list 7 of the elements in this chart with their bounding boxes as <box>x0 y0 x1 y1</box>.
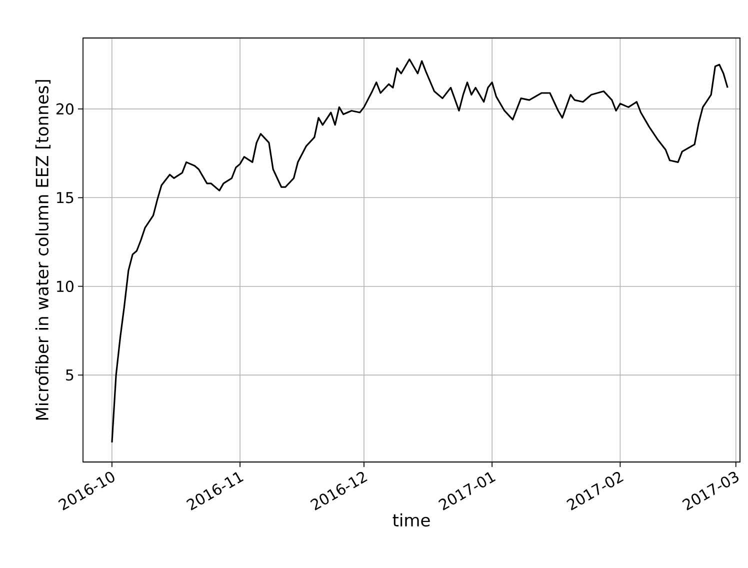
y-tick-label: 10 <box>57 280 74 292</box>
y-tick-label: 5 <box>66 369 74 381</box>
line-series <box>111 58 728 444</box>
y-tick-label: 20 <box>56 103 74 115</box>
y-tick-label: 15 <box>57 192 74 204</box>
x-axis-title: time <box>392 513 430 527</box>
y-axis-title: Microfiber in water column EEZ [tonnes] <box>35 80 51 420</box>
